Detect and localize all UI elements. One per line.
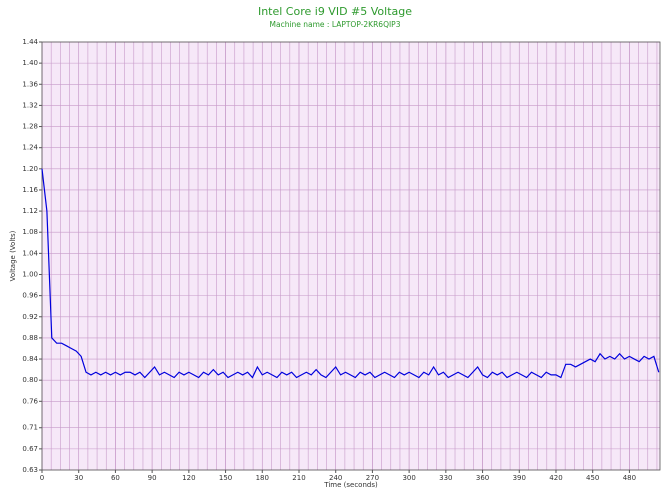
x-tick-label: 60 [111, 474, 120, 482]
x-tick-label: 0 [40, 474, 44, 482]
y-tick-label: 0.71 [22, 424, 38, 432]
y-tick-label: 1.12 [22, 207, 38, 215]
x-axis-label: Time (seconds) [323, 481, 378, 489]
y-tick-label: 1.16 [22, 186, 38, 194]
x-tick-label: 420 [549, 474, 562, 482]
x-tick-label: 270 [366, 474, 379, 482]
y-tick-label: 1.20 [22, 165, 38, 173]
x-tick-label: 150 [219, 474, 232, 482]
y-tick-label: 1.08 [22, 228, 38, 236]
plot-border [41, 41, 661, 471]
y-axis-label: Voltage (Volts) [9, 230, 17, 281]
x-tick-label: 330 [439, 474, 452, 482]
y-tick-label: 1.44 [22, 38, 38, 46]
x-tick-label: 360 [476, 474, 489, 482]
y-tick-label: 1.40 [22, 59, 38, 67]
chart-subtitle: Machine name : LAPTOP-2KR6QIP3 [270, 20, 401, 29]
y-tick-label: 1.28 [22, 123, 38, 131]
y-tick-label: 0.67 [22, 445, 38, 453]
x-tick-label: 120 [182, 474, 195, 482]
plot-area [42, 42, 660, 470]
y-tick-label: 0.63 [22, 466, 38, 474]
y-tick-label: 1.24 [22, 144, 38, 152]
x-tick-label: 480 [623, 474, 636, 482]
y-tick-label: 0.84 [22, 355, 38, 363]
y-tick-label: 0.88 [22, 334, 38, 342]
x-tick-label: 180 [256, 474, 269, 482]
x-tick-label: 240 [329, 474, 342, 482]
chart-title: Intel Core i9 VID #5 Voltage [258, 5, 412, 18]
y-tick-label: 0.80 [22, 376, 38, 384]
y-tick-label: 1.36 [22, 80, 38, 88]
y-tick-label: 1.04 [22, 249, 38, 257]
y-tick-label: 1.00 [22, 270, 38, 278]
y-tick-label: 1.32 [22, 101, 38, 109]
y-tick-label: 0.92 [22, 313, 38, 321]
line [41, 168, 660, 379]
x-tick-label: 390 [513, 474, 526, 482]
x-tick-label: 30 [74, 474, 83, 482]
x-tick-label: 300 [402, 474, 415, 482]
x-tick-label: 90 [148, 474, 157, 482]
y-tick-label: 0.76 [22, 397, 38, 405]
y-tick-label: 0.96 [22, 292, 38, 300]
x-tick-label: 210 [292, 474, 305, 482]
x-tick-label: 450 [586, 474, 599, 482]
